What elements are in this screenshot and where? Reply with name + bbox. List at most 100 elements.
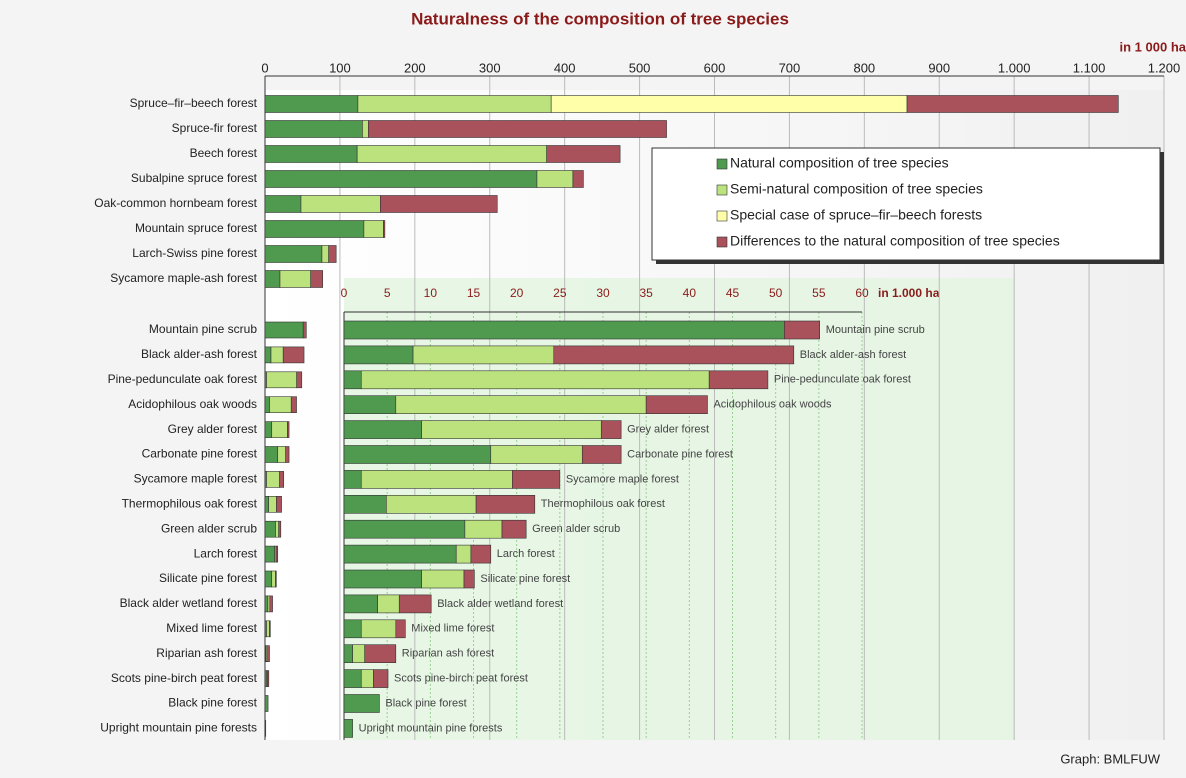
inset-bar-segment xyxy=(343,494,387,514)
x-tick-label: 1.000 xyxy=(998,60,1031,75)
inset-bar-segment xyxy=(343,395,397,415)
x-tick-label: 0 xyxy=(261,60,268,75)
bar-segment xyxy=(267,670,270,687)
bar-segment xyxy=(302,321,307,339)
category-label: Acidophilous oak woods xyxy=(128,397,257,411)
inset-axis-label: in 1.000 ha xyxy=(878,286,940,300)
inset-category-label: Upright mountain pine forests xyxy=(359,722,503,734)
x-tick-label: 500 xyxy=(629,60,651,75)
inset-bar-segment xyxy=(343,420,422,439)
inset-bar-segment xyxy=(386,494,477,514)
category-label: Beech forest xyxy=(190,146,258,160)
bar-segment xyxy=(270,346,284,364)
bar-segment xyxy=(368,120,667,138)
inset-bar-segment xyxy=(395,395,647,415)
x-axis-label: in 1 000 ha xyxy=(1120,39,1186,54)
inset-bar-segment xyxy=(645,395,708,415)
inset-tick-label: 0 xyxy=(341,286,348,300)
inset-category-label: Thermophilous oak forest xyxy=(541,498,665,510)
bar-segment xyxy=(264,570,273,588)
inset-bar-segment xyxy=(501,519,527,539)
inset-bar-segment xyxy=(490,445,583,464)
bar-segment xyxy=(278,520,282,538)
inset-category-label: Riparian ash forest xyxy=(402,648,494,660)
inset-bar-segment xyxy=(360,669,374,688)
category-label: Subalpine spruce forest xyxy=(131,171,258,185)
chart-title: Naturalness of the composition of tree s… xyxy=(411,9,789,28)
inset-category-label: Black alder-ash forest xyxy=(800,349,906,361)
inset-bar-segment xyxy=(352,644,366,664)
category-label: Oak-common hornbeam forest xyxy=(94,196,257,210)
bar-segment xyxy=(287,421,290,438)
category-label: Grey alder forest xyxy=(168,422,258,436)
inset-bar-segment xyxy=(475,494,536,514)
category-label: Green alder scrub xyxy=(161,521,257,535)
category-label: Mountain spruce forest xyxy=(135,221,258,235)
legend-swatch xyxy=(716,158,728,170)
bar-segment xyxy=(269,396,292,414)
inset-bar-segment xyxy=(360,470,513,489)
x-tick-label: 300 xyxy=(479,60,501,75)
category-label: Black alder wetland forest xyxy=(120,596,258,610)
inset-tick-label: 45 xyxy=(726,286,740,300)
x-tick-label: 400 xyxy=(554,60,576,75)
bar-segment xyxy=(266,645,270,663)
bar-segment xyxy=(264,695,269,712)
inset-category-label: Silicate pine forest xyxy=(480,573,570,585)
inset-bar-segment xyxy=(343,694,380,713)
bar-segment xyxy=(264,220,365,238)
category-label: Sycamore maple-ash forest xyxy=(110,271,257,285)
x-tick-label: 900 xyxy=(928,60,950,75)
inset-category-label: Black pine forest xyxy=(385,697,466,709)
bar-segment xyxy=(363,220,384,238)
inset-bar-segment xyxy=(421,420,602,439)
inset-tick-label: 50 xyxy=(769,286,783,300)
inset-tick-label: 40 xyxy=(683,286,697,300)
inset-bar-segment xyxy=(600,420,622,439)
inset-tick-label: 35 xyxy=(639,286,653,300)
bar-segment xyxy=(356,145,547,163)
bar-segment xyxy=(264,346,272,364)
inset-tick-label: 60 xyxy=(855,286,869,300)
bar-segment xyxy=(271,421,288,438)
legend-box xyxy=(651,147,1161,261)
bar-segment xyxy=(269,595,273,613)
bar-segment xyxy=(264,245,323,263)
legend-swatch xyxy=(716,210,728,222)
inset-bar-segment xyxy=(412,345,555,365)
legend-label: Semi-natural composition of tree species xyxy=(730,181,983,197)
inset-bar-segment xyxy=(343,370,362,390)
bar-segment xyxy=(266,371,297,389)
bar-segment xyxy=(264,321,304,339)
category-label: Spruce-fir forest xyxy=(172,121,258,135)
inset-tick-label: 25 xyxy=(553,286,567,300)
category-label: Scots pine-birch peat forest xyxy=(111,671,258,685)
category-label: Spruce–fir–beech forest xyxy=(130,96,258,110)
bar-segment xyxy=(264,95,359,113)
inset-bar-segment xyxy=(581,445,622,464)
inset-tick-label: 30 xyxy=(596,286,610,300)
bar-segment xyxy=(279,471,285,488)
bar-segment xyxy=(264,195,302,213)
inset-bar-segment xyxy=(512,470,561,489)
inset-category-label: Mountain pine scrub xyxy=(826,324,925,336)
bar-segment xyxy=(264,270,281,288)
bar-segment xyxy=(282,346,305,364)
category-label: Pine-pedunculate oak forest xyxy=(108,372,258,386)
bar-segment xyxy=(380,195,498,213)
legend-swatch xyxy=(716,236,728,248)
source: Graph: BMLFUW xyxy=(1060,751,1160,766)
inset-bar-segment xyxy=(470,544,492,564)
inset-bar-segment xyxy=(398,594,432,614)
category-label: Larch forest xyxy=(194,546,258,560)
inset-bar-segment xyxy=(343,445,492,464)
inset-bar-segment xyxy=(455,544,472,564)
bar-segment xyxy=(300,195,381,213)
bar-segment xyxy=(264,720,267,737)
x-tick-label: 600 xyxy=(704,60,726,75)
x-tick-label: 800 xyxy=(853,60,875,75)
bar-segment xyxy=(264,545,276,563)
bar-segment xyxy=(572,170,584,188)
inset-bar-segment xyxy=(343,619,362,639)
inset-bar-segment xyxy=(360,619,397,639)
